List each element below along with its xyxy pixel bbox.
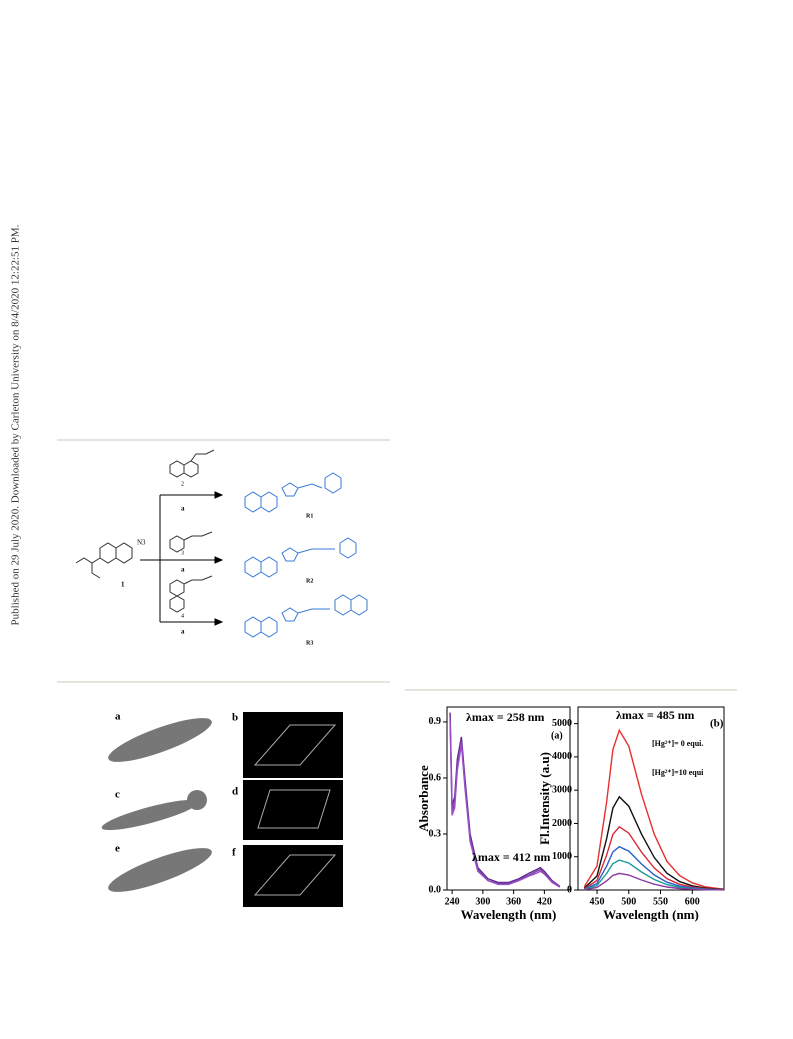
annotation: (b) [710, 718, 724, 730]
molecule-render [101, 718, 212, 892]
y-tick-label: 0.3 [429, 828, 442, 839]
x-tick-label: 500 [621, 896, 636, 907]
packing-image [243, 712, 343, 778]
atom-label: N3 [137, 539, 146, 547]
plot-frame [446, 706, 571, 891]
arrows [140, 491, 224, 626]
x-tick-label: 600 [685, 896, 700, 907]
y-tick-label: 4000 [552, 751, 572, 762]
panel-label: a [115, 711, 121, 723]
compound-label: 2 [181, 481, 184, 487]
packing-image [243, 845, 343, 907]
packing-image [243, 780, 343, 840]
compound-label: 4 [181, 613, 184, 619]
y-tick-label: 3000 [552, 784, 572, 795]
panel-label: f [232, 847, 236, 859]
annotation: [Hg²⁺]=10 equi [652, 768, 704, 777]
x-tick-label: 360 [506, 896, 521, 907]
spectrum-line [583, 795, 725, 891]
spectrum-line [583, 728, 725, 890]
spectrum-line [584, 872, 725, 891]
x-tick-label: 300 [475, 896, 490, 907]
reagent-label: a [181, 628, 185, 636]
y-axis-label: Absorbance [416, 765, 431, 832]
x-tick-label: 420 [537, 896, 552, 907]
x-tick-label: 450 [590, 896, 605, 907]
y-tick-label: 5000 [552, 718, 572, 729]
y-tick-label: 0.6 [429, 772, 442, 783]
reagent-label: a [181, 505, 185, 513]
y-tick-label: 0 [567, 884, 572, 895]
annotation: λmax = 412 nm [472, 850, 550, 864]
panel-label: e [115, 843, 120, 855]
annotation: λmax = 258 nm [466, 710, 544, 724]
panel-label: c [115, 789, 120, 801]
y-tick-label: 0.9 [429, 716, 442, 727]
product-label: R3 [306, 640, 313, 646]
sidebar-note: Published on 29 July 2020. Downloaded by… [10, 224, 22, 625]
x-axis-label: Wavelength (nm) [603, 907, 699, 922]
reagent-label: a [181, 566, 185, 574]
panel-label: b [232, 712, 238, 724]
packing-lattice [253, 724, 337, 896]
spectrum-line [449, 721, 561, 888]
x-tick-label: 240 [445, 896, 460, 907]
annotation: (a) [551, 730, 563, 741]
annotation: λmax = 485 nm [616, 708, 694, 722]
compound-label: 3 [181, 550, 184, 556]
product-label: R1 [306, 513, 313, 519]
product-structures [244, 472, 368, 638]
compound-label: 1 [121, 581, 125, 589]
alkyne-structures [169, 449, 215, 613]
panel-label: d [232, 786, 238, 798]
x-axis-label: Wavelength (nm) [461, 907, 557, 922]
plot-frame [577, 706, 725, 891]
y-tick-label: 2000 [552, 818, 572, 829]
y-tick-label: 1000 [552, 851, 572, 862]
annotation: [Hg²⁺]= 0 equi. [652, 739, 703, 748]
y-tick-label: 0.0 [429, 884, 442, 895]
product-label: R2 [306, 578, 313, 584]
y-axis-label: Fl.Intensity (a.u) [537, 752, 552, 845]
x-tick-label: 550 [653, 896, 668, 907]
reactant-structure [75, 542, 133, 579]
